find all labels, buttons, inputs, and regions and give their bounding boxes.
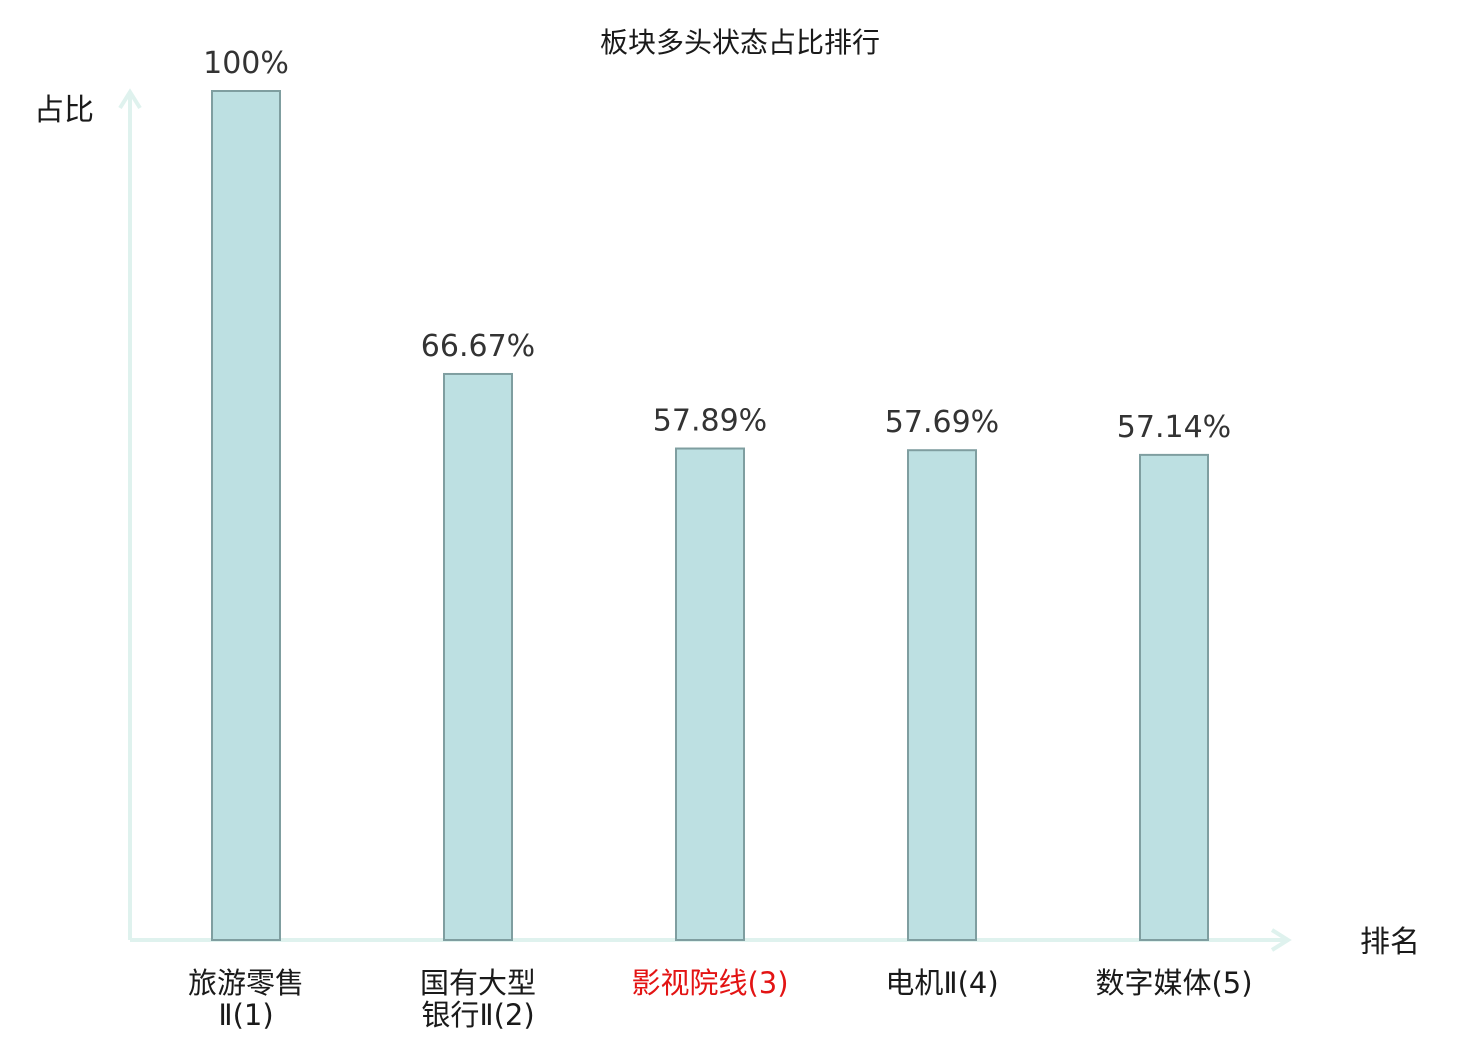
y-axis-arrow	[118, 88, 142, 110]
bar	[211, 90, 281, 941]
bar-series	[211, 90, 1209, 942]
category-label: 数字媒体(5)	[1095, 966, 1252, 1000]
category-label: 国有大型	[420, 966, 536, 1000]
chart-title: 板块多头状态占比排行	[600, 26, 880, 59]
bar	[675, 447, 745, 941]
bar-value-label: 57.89%	[653, 404, 767, 439]
bar-value-label: 57.14%	[1117, 410, 1231, 445]
x-axis-label: 排名	[1360, 925, 1420, 960]
value-labels: 100% 66.67% 57.89% 57.69% 57.14%	[203, 46, 1231, 445]
bar-value-label: 66.67%	[421, 329, 535, 364]
category-label: Ⅱ(1)	[218, 998, 273, 1032]
bar-value-label: 57.69%	[885, 405, 999, 440]
bar-value-label: 100%	[203, 46, 289, 81]
bar	[907, 449, 977, 941]
category-label: 电机Ⅱ(4)	[885, 966, 998, 1000]
bar	[443, 372, 513, 942]
category-label: 旅游零售	[188, 966, 304, 1000]
category-label: 银行Ⅱ(2)	[421, 998, 534, 1032]
category-label: 影视院线(3)	[631, 966, 788, 1000]
y-axis-label: 占比	[34, 93, 94, 128]
x-axis-arrow	[1270, 928, 1292, 952]
bar	[1139, 453, 1209, 941]
